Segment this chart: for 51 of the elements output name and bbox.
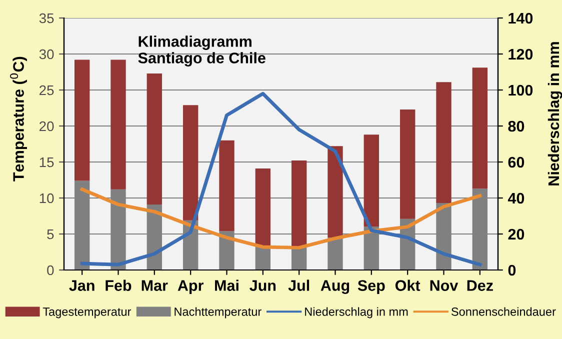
x-tick-label: Feb [106,280,132,291]
x-tick-label: Mar [142,280,168,291]
y-axis-title: Temperature ($^{0}$C) [10,56,27,182]
y2-tick-label: 40 [508,192,524,204]
x-tick-label: Okt [395,280,420,291]
y-tick-label: 20 [40,121,54,132]
bar [255,246,271,270]
x-tick-label: Apr [178,280,204,294]
y-tick-label: 15 [40,157,54,168]
line-series [80,92,482,266]
y-tick-label: 35 [39,13,54,24]
x-tick-label: Dez [467,280,493,291]
legend-label: Niederschlag in mm [305,307,408,318]
bar [328,238,343,270]
x-tick-label: Jan [69,280,94,291]
bar [146,73,162,204]
x-tick-label: Sep [358,280,385,294]
bar [364,134,380,227]
y2-tick-label: 120 [508,48,533,60]
bar [219,140,234,232]
y2-tick-label: 80 [508,120,524,132]
y2-axis-title: Niederschlag in mm [548,42,562,186]
legend-label: Sonnenscheindauer [451,307,556,316]
bar [436,82,452,204]
y2-tick-label: 100 [508,84,533,96]
x-tick-label: Jul [288,280,310,291]
text: Klimadiagramm Santiago de Chile [138,36,266,66]
y2-tick-label: 60 [508,156,524,168]
y-tick-label: 5 [47,229,54,240]
legend-label: Nachttemperatur [174,307,262,318]
y-tick-label: 30 [39,49,54,60]
bar [182,105,198,220]
bar [255,168,271,247]
y-tick-label: 10 [40,193,54,204]
y-tick-label: 25 [40,85,54,96]
bar [74,60,90,181]
line-series [80,188,482,250]
x-tick-label: Jun [250,280,276,291]
x-tick-label: Nov [430,280,458,291]
bar [328,146,343,238]
bar [291,160,307,247]
legend-label: Tagestemperatur [42,308,132,318]
bar [472,68,488,189]
x-tick-label: Aug [320,280,350,294]
bar [400,109,416,219]
y2-tick-label: 20 [508,228,524,240]
y2-tick-label: 0 [508,264,516,276]
y-tick-label: 0 [47,265,54,276]
bar [110,60,126,190]
x-tick-label: Mai [215,280,238,291]
y2-tick-label: 140 [508,12,533,24]
